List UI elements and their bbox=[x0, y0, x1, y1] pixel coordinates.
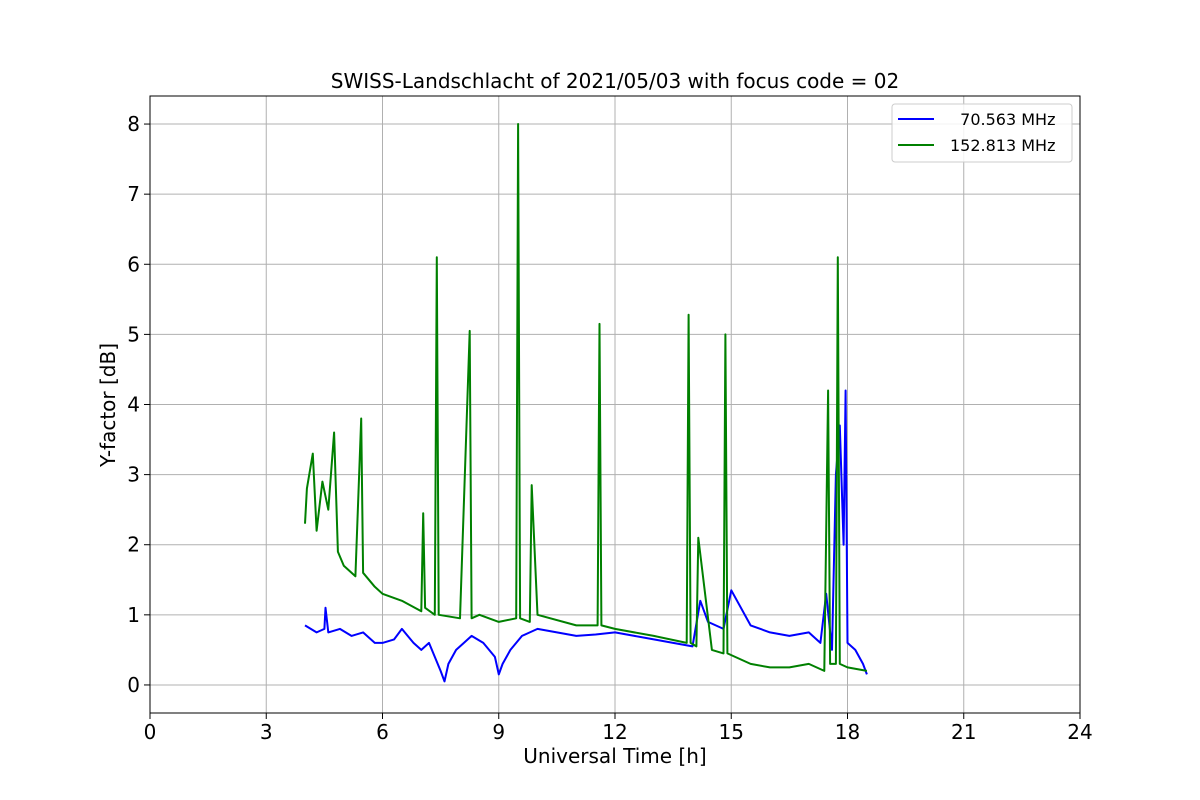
series-line-1 bbox=[304, 123, 868, 672]
x-tick-label: 0 bbox=[144, 720, 157, 744]
x-tick-label: 15 bbox=[719, 720, 744, 744]
x-tick-label: 21 bbox=[951, 720, 976, 744]
y-axis: 0 1 2 3 4 5 6 7 8 bbox=[127, 112, 150, 697]
y-tick-label: 1 bbox=[127, 603, 140, 627]
y-axis-label: Y-factor [dB] bbox=[96, 343, 120, 468]
legend-frame bbox=[891, 103, 1073, 163]
x-tick-label: 18 bbox=[835, 720, 860, 744]
y-tick-label: 6 bbox=[127, 252, 140, 276]
y-tick-label: 4 bbox=[127, 393, 140, 417]
x-tick-label: 12 bbox=[602, 720, 627, 744]
x-tick-label: 6 bbox=[376, 720, 389, 744]
y-tick-label: 5 bbox=[127, 322, 140, 346]
x-axis: 0 3 6 9 12 15 18 21 24 bbox=[144, 713, 1093, 744]
chart-title: SWISS-Landschlacht of 2021/05/03 with fo… bbox=[331, 69, 899, 93]
x-tick-label: 24 bbox=[1067, 720, 1092, 744]
x-tick-label: 3 bbox=[260, 720, 273, 744]
y-tick-label: 2 bbox=[127, 533, 140, 557]
legend-entry: 152.813 MHz bbox=[950, 136, 1055, 155]
y-tick-label: 8 bbox=[127, 112, 140, 136]
y-tick-label: 3 bbox=[127, 463, 140, 487]
x-tick-label: 9 bbox=[492, 720, 505, 744]
x-axis-label: Universal Time [h] bbox=[523, 744, 706, 768]
plot-area bbox=[304, 123, 868, 683]
legend-entry: 70.563 MHz bbox=[950, 110, 1055, 129]
legend: 70.563 MHz 152.813 MHz bbox=[891, 103, 1073, 163]
y-tick-label: 7 bbox=[127, 182, 140, 206]
y-tick-label: 0 bbox=[127, 673, 140, 697]
